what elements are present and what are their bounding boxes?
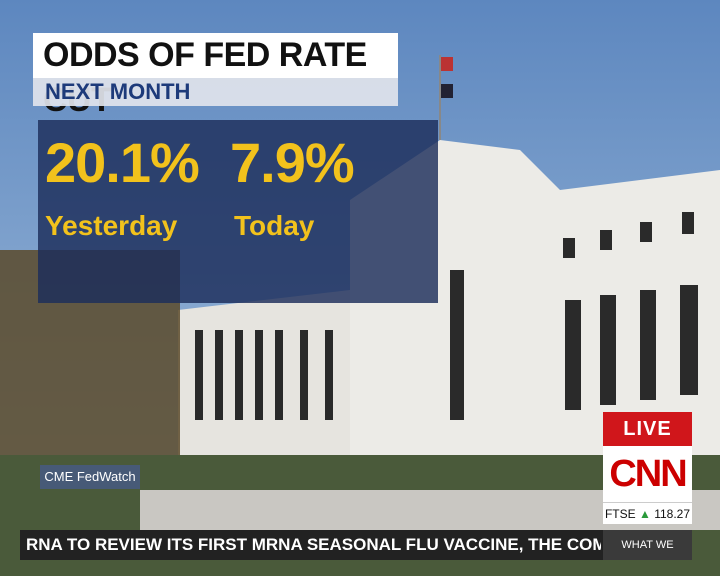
logo: CNN — [603, 446, 692, 502]
ticker: FTSE ▲ 118.27 — [603, 502, 692, 524]
stat-value: 20.1% — [45, 131, 200, 194]
ticker-value: 118.27 — [654, 507, 691, 521]
stats-panel — [38, 120, 438, 303]
crawl-text: RNA TO REVIEW ITS FIRST MRNA SEASONAL FL… — [26, 535, 601, 554]
ticker-name: FTSE — [604, 507, 636, 521]
up-arrow: ▲ — [638, 507, 651, 521]
title: ODDS OF FED RATE CUT — [33, 33, 398, 119]
live-badge: LIVE — [603, 412, 692, 446]
stat-label: Today — [234, 210, 315, 241]
stat-value: 7.9% — [230, 131, 355, 194]
crawl-tag: WHAT WE KNOW — [603, 530, 692, 560]
subtitle: NEXT MONTH — [33, 78, 398, 106]
stat-label: Yesterday — [45, 210, 178, 241]
crawl-bar: RNA TO REVIEW ITS FIRST MRNA SEASONAL FL… — [20, 530, 692, 560]
source: CME FedWatch — [40, 465, 140, 489]
